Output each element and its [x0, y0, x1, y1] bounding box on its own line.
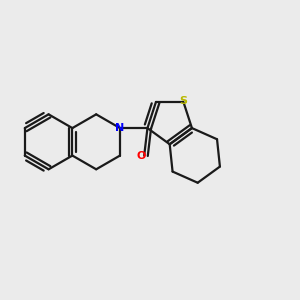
Text: O: O — [136, 151, 146, 160]
Text: S: S — [179, 96, 188, 106]
Text: N: N — [116, 123, 124, 133]
